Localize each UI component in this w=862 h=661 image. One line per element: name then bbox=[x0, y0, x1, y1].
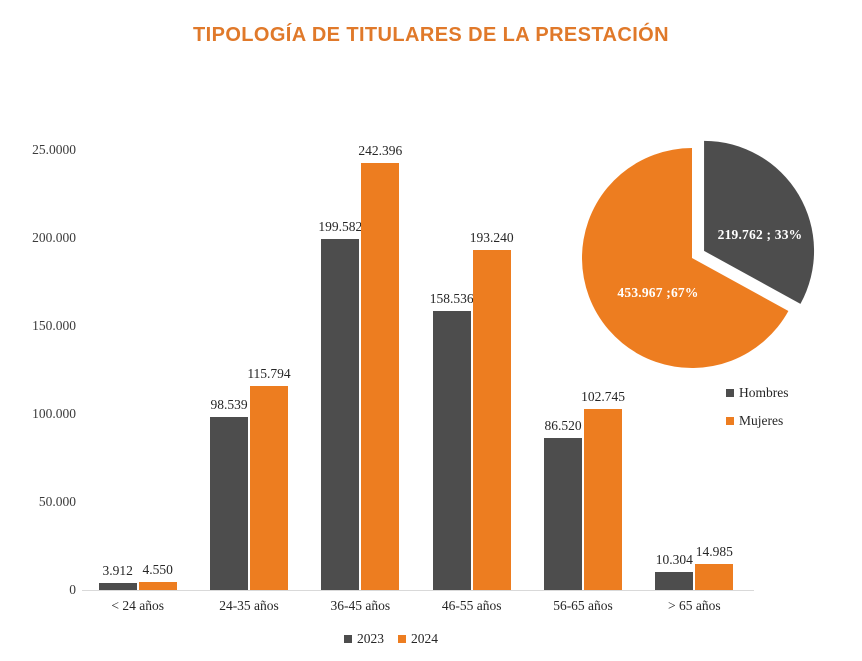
bar-value-label: 10.304 bbox=[655, 551, 693, 567]
legend-swatch-icon bbox=[398, 635, 406, 643]
pie-legend-item-mujeres[interactable]: Mujeres bbox=[726, 413, 789, 429]
y-axis-tick-label: 100.000 bbox=[32, 406, 76, 421]
pie-slice-hombres bbox=[704, 140, 815, 304]
bar-value-label: 4.550 bbox=[142, 562, 173, 577]
legend-item-2024[interactable]: 2024 bbox=[398, 631, 438, 647]
bar-group: 199.582 242.396 bbox=[318, 143, 402, 590]
bar-2024-24-35-años[interactable] bbox=[250, 386, 288, 590]
bar-group: 98.539 115.794 bbox=[210, 150, 291, 590]
bar-value-label: 115.794 bbox=[247, 366, 291, 382]
bar-value-label: 3.912 bbox=[102, 563, 133, 579]
x-axis-line bbox=[82, 590, 754, 591]
y-axis: 0 50.000 100.000 150.000 200.000 25.0000 bbox=[0, 0, 76, 661]
bar-group: 10.304 14.985 bbox=[655, 150, 734, 590]
bar-2023-56-65-años[interactable] bbox=[544, 437, 582, 590]
bar-2023->-65-años[interactable] bbox=[655, 571, 694, 590]
bar-value-label: 102.745 bbox=[581, 389, 625, 405]
bar-2023-36-45-años[interactable] bbox=[321, 238, 360, 590]
x-axis-label-46-55-años: 46-55 años bbox=[441, 598, 502, 613]
bar-2023-24-35-años[interactable] bbox=[210, 416, 248, 590]
legend-label: Hombres bbox=[739, 385, 789, 400]
pie-data-label-hombres: 219.762 ; 33% bbox=[717, 227, 803, 242]
legend-label: 2024 bbox=[411, 631, 438, 646]
bar-2024-46-55-años[interactable] bbox=[472, 249, 511, 590]
bar-2024-36-45-años[interactable] bbox=[361, 163, 400, 590]
legend-swatch-icon bbox=[726, 389, 734, 397]
pie-svg bbox=[582, 140, 815, 368]
pie-slice-mujeres bbox=[582, 148, 789, 368]
bar-2023-<-24-años[interactable] bbox=[98, 583, 137, 590]
bar-value-label: 14.985 bbox=[695, 543, 733, 559]
pie-chart: 219.762 ; 33% 453.967 ;67% bbox=[570, 128, 842, 376]
x-axis-label-56-65-años: 56-65 años bbox=[553, 598, 613, 613]
legend-label: 2023 bbox=[357, 631, 384, 646]
bar-value-label: 86.520 bbox=[544, 417, 582, 433]
bar-plot-area: 3.912 4.550 98.539 115.794 199.582 242.396 158… bbox=[82, 143, 750, 590]
y-axis-tick-label: 50.000 bbox=[38, 494, 76, 509]
bar-group: 158.536 193.240 bbox=[429, 150, 514, 590]
legend-label: Mujeres bbox=[739, 413, 784, 428]
legend-swatch-icon bbox=[344, 635, 352, 643]
x-axis-label->-65-años: > 65 años bbox=[668, 598, 721, 613]
bar-2024-<-24-años[interactable] bbox=[138, 582, 177, 590]
bar-value-label: 98.539 bbox=[210, 396, 248, 412]
chart-title: TIPOLOGÍA DE TITULARES DE LA PRESTACIÓN bbox=[193, 24, 669, 46]
bar-group: 3.912 4.550 bbox=[98, 150, 177, 590]
y-axis-tick-label: 200.000 bbox=[32, 230, 76, 245]
y-axis-tick-label: 0 bbox=[69, 582, 76, 597]
x-axis-label-36-45-años: 36-45 años bbox=[330, 598, 391, 613]
y-axis-tick-label: 25.0000 bbox=[32, 142, 76, 157]
bar-value-label: 242.396 bbox=[358, 143, 403, 159]
bar-2023-46-55-años[interactable] bbox=[432, 310, 471, 590]
x-axis-label-24-35-años: 24-35 años bbox=[219, 598, 279, 613]
bar-value-label: 193.240 bbox=[469, 229, 514, 245]
pie-data-label-mujeres: 453.967 ;67% bbox=[617, 285, 699, 300]
pie-chart-legend: Hombres Mujeres bbox=[726, 385, 789, 429]
x-axis-label-<-24-años: < 24 años bbox=[111, 598, 164, 613]
bar-value-label: 199.582 bbox=[318, 218, 363, 234]
bar-2024->-65-años[interactable] bbox=[695, 563, 734, 590]
legend-swatch-icon bbox=[726, 417, 734, 425]
bar-chart-legend: 2023 2024 bbox=[0, 631, 782, 647]
bar-group: 86.520 102.745 bbox=[544, 150, 625, 590]
y-axis-tick-label: 150.000 bbox=[32, 318, 76, 333]
pie-legend-item-hombres[interactable]: Hombres bbox=[726, 385, 789, 401]
bar-value-label: 158.536 bbox=[429, 290, 474, 306]
legend-item-2023[interactable]: 2023 bbox=[344, 631, 384, 647]
bar-2024-56-65-años[interactable] bbox=[584, 409, 622, 590]
